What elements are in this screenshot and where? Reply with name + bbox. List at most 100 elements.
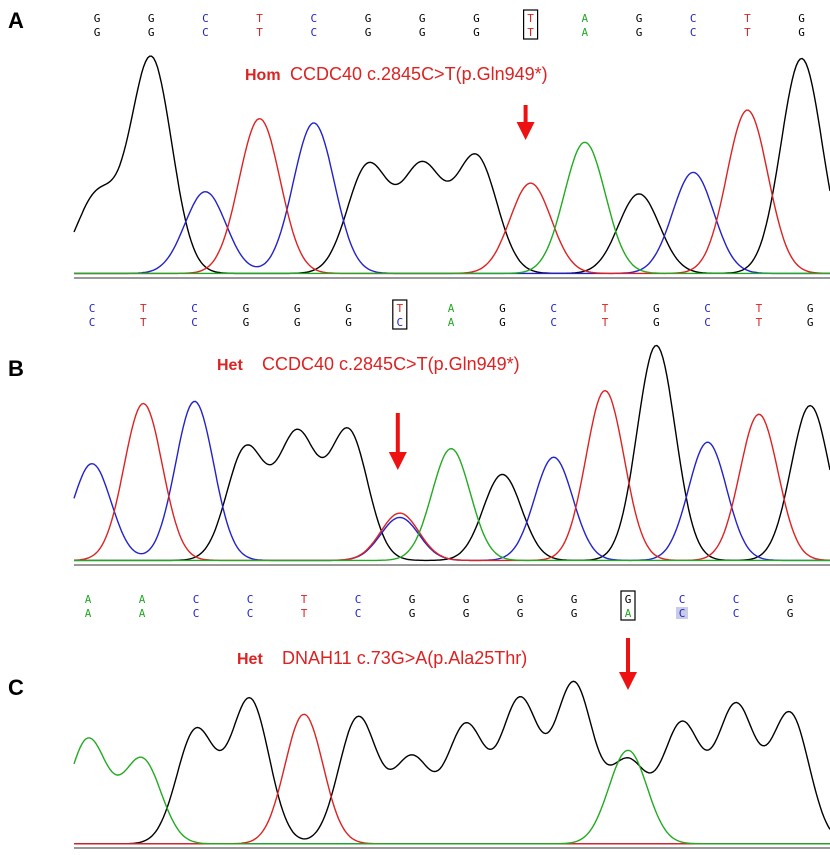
base-call-top: G (798, 12, 805, 25)
base-call-bottom: C (704, 316, 711, 329)
base-call-bottom: C (550, 316, 557, 329)
base-call-bottom: G (807, 316, 814, 329)
mutation-label: CCDC40 c.2845C>T(p.Gln949*) (262, 354, 520, 374)
base-call-bottom: T (301, 607, 308, 620)
base-call-bottom: C (247, 607, 254, 620)
variant-arrow-head (388, 452, 407, 470)
variant-arrow-head (619, 672, 637, 690)
base-call-top: A (448, 302, 455, 315)
trace-line (73, 400, 830, 562)
base-call-bottom: G (798, 26, 805, 39)
base-call-top: G (294, 302, 301, 315)
base-call-top: C (202, 12, 209, 25)
mutation-label: DNAH11 c.73G>A(p.Ala25Thr) (282, 648, 527, 668)
base-call-top: G (473, 12, 480, 25)
base-call-bottom: T (602, 316, 609, 329)
base-call-top: T (602, 302, 609, 315)
base-call-top: G (807, 302, 814, 315)
base-call-top: C (704, 302, 711, 315)
base-call-bottom: A (139, 607, 146, 620)
trace-line (74, 109, 830, 275)
base-call-bottom: G (419, 26, 426, 39)
base-call-bottom: C (89, 316, 96, 329)
base-call-top: C (310, 12, 317, 25)
base-call-top: C (193, 593, 200, 606)
base-call-bottom: G (517, 607, 524, 620)
trace-line (74, 680, 830, 845)
base-call-bottom: C (310, 26, 317, 39)
base-call-top: G (419, 12, 426, 25)
base-call-top: T (527, 12, 534, 25)
trace-line (74, 447, 830, 562)
base-call-top: T (256, 12, 263, 25)
base-call-bottom: T (527, 26, 534, 39)
zygosity-label: Het (237, 651, 263, 668)
base-call-top: G (243, 302, 250, 315)
base-call-top: A (139, 593, 146, 606)
base-call-top: G (345, 302, 352, 315)
base-call-top: T (140, 302, 147, 315)
base-call-bottom: T (256, 26, 263, 39)
mutation-label: CCDC40 c.2845C>T(p.Gln949*) (290, 64, 548, 84)
trace-line (74, 344, 830, 562)
base-call-top: G (653, 302, 660, 315)
base-call-bottom: G (294, 316, 301, 329)
zygosity-label: Het (217, 357, 243, 374)
base-call-bottom: G (473, 26, 480, 39)
base-call-top: A (581, 12, 588, 25)
base-call-top: C (191, 302, 198, 315)
base-call-bottom: T (756, 316, 763, 329)
base-call-top: G (517, 593, 524, 606)
variant-arrow-head (516, 122, 535, 140)
base-call-bottom: G (787, 607, 794, 620)
trace-line (73, 55, 830, 275)
panel-letter-a: A (8, 8, 24, 33)
base-call-bottom: G (345, 316, 352, 329)
base-call-bottom: A (448, 316, 455, 329)
zygosity-label: Hom (245, 67, 281, 84)
base-call-bottom: G (463, 607, 470, 620)
variant-box (620, 590, 636, 621)
base-call-top: C (355, 593, 362, 606)
panel-letter-c: C (8, 675, 24, 700)
base-call-bottom: G (94, 26, 101, 39)
base-call-top: C (679, 593, 686, 606)
base-call-bottom: A (625, 607, 632, 620)
base-call-bottom: T (744, 26, 751, 39)
base-call-bottom: C (193, 607, 200, 620)
base-call-top: G (499, 302, 506, 315)
base-call-top: G (94, 12, 101, 25)
base-call-top: C (247, 593, 254, 606)
base-call-top: T (756, 302, 763, 315)
base-call-top: C (550, 302, 557, 315)
base-call-bottom: A (581, 26, 588, 39)
base-call-top: G (625, 593, 632, 606)
base-call-bottom: G (499, 316, 506, 329)
base-call-bottom: G (636, 26, 643, 39)
base-call-bottom: T (140, 316, 147, 329)
trace-line (74, 713, 830, 845)
base-call-bottom: C (679, 607, 686, 620)
base-call-bottom: G (148, 26, 155, 39)
base-call-bottom: C (191, 316, 198, 329)
panel-letter-b: B (8, 356, 24, 381)
base-call-top: C (690, 12, 697, 25)
variant-box (522, 9, 539, 40)
trace-line (74, 141, 830, 275)
base-call-top: T (744, 12, 751, 25)
base-call-top: G (148, 12, 155, 25)
base-call-top: G (571, 593, 578, 606)
base-call-top: T (301, 593, 308, 606)
base-call-bottom: G (653, 316, 660, 329)
base-call-bottom: C (733, 607, 740, 620)
base-call-bottom: G (409, 607, 416, 620)
base-call-top: G (636, 12, 643, 25)
base-call-top: A (85, 593, 92, 606)
base-call-top: G (365, 12, 372, 25)
base-call-top: G (463, 593, 470, 606)
base-call-top: C (733, 593, 740, 606)
base-call-bottom: G (365, 26, 372, 39)
trace-line (73, 389, 830, 562)
base-call-top: C (89, 302, 96, 315)
